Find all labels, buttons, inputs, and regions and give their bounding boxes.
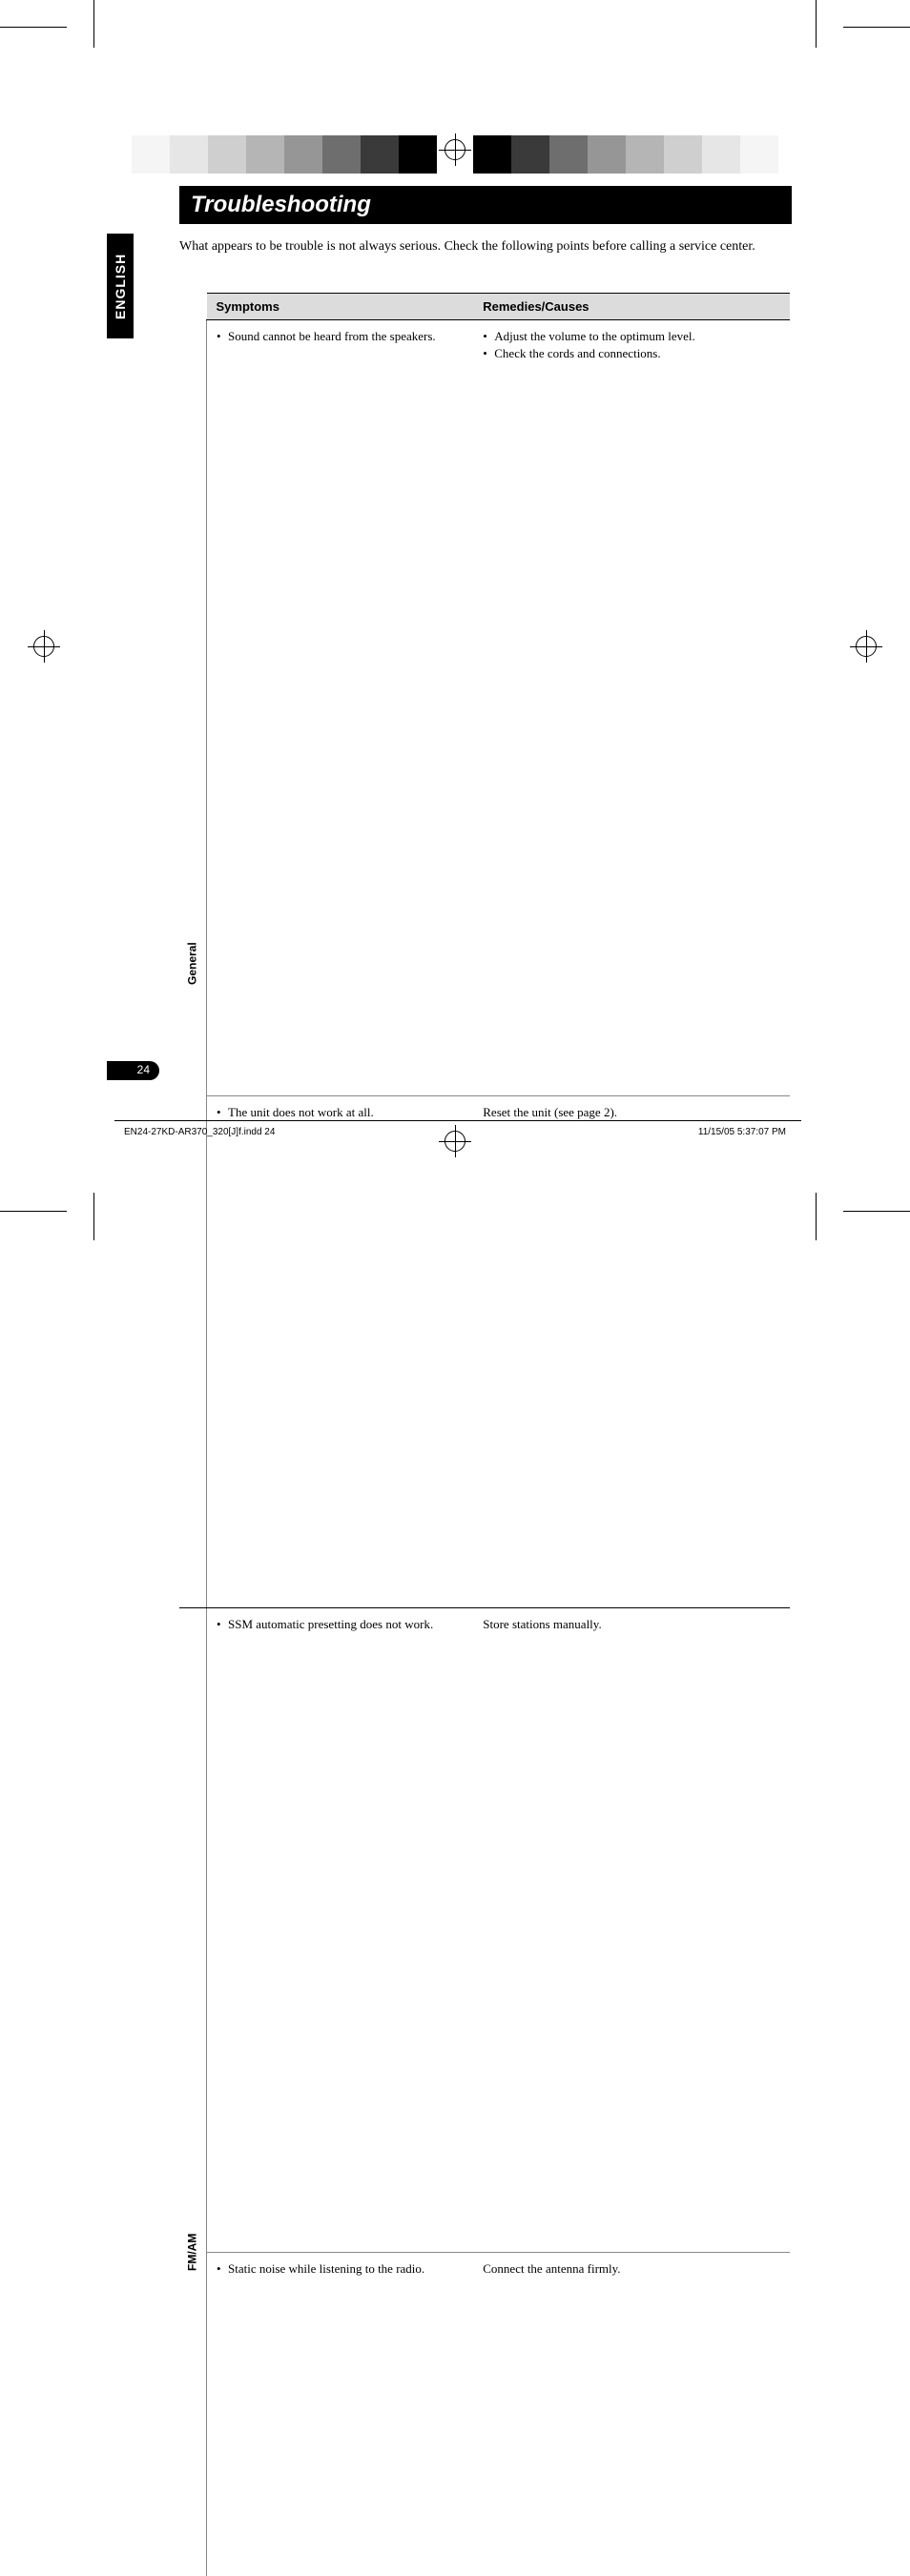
footer-timestamp: 11/15/05 5:37:07 PM <box>698 1127 786 1137</box>
symptom-item: SSM automatic presetting does not work. <box>217 1616 464 1633</box>
page-number-badge: 24 <box>107 1061 159 1080</box>
footer-divider <box>114 1120 801 1121</box>
color-swatch <box>549 135 588 174</box>
symptom-cell: SSM automatic presetting does not work. <box>207 1608 474 2253</box>
table-row: Static noise while listening to the radi… <box>179 2253 790 2576</box>
category-label: FM/AM <box>179 1608 206 2576</box>
crop-mark <box>93 1193 94 1240</box>
table-row: GeneralSound cannot be heard from the sp… <box>179 319 790 1096</box>
color-swatch <box>702 135 740 174</box>
color-swatch <box>132 135 170 174</box>
symptom-item: Sound cannot be heard from the speakers. <box>217 328 464 345</box>
registration-mark <box>445 139 465 160</box>
category-label: General <box>179 319 206 1607</box>
troubleshooting-table: Symptoms Remedies/Causes GeneralSound ca… <box>179 293 790 2576</box>
color-swatch <box>740 135 778 174</box>
color-swatch <box>246 135 284 174</box>
crop-mark <box>93 0 94 48</box>
color-swatch <box>361 135 399 174</box>
color-swatch <box>208 135 246 174</box>
crop-mark <box>843 27 910 28</box>
crop-mark <box>0 27 67 28</box>
page-content: Troubleshooting What appears to be troub… <box>124 186 792 2576</box>
remedy-cell: Adjust the volume to the optimum level.C… <box>473 319 790 1096</box>
color-swatch <box>664 135 702 174</box>
remedy-item: Adjust the volume to the optimum level. <box>483 328 780 345</box>
registration-mark <box>33 636 54 657</box>
color-swatch <box>473 135 511 174</box>
symptom-cell: The unit does not work at all. <box>207 1096 474 1608</box>
col-header-symptoms: Symptoms <box>207 293 474 319</box>
symptom-cell: Sound cannot be heard from the speakers. <box>207 319 474 1096</box>
page-number: 24 <box>137 1063 150 1076</box>
col-header-category <box>179 293 207 319</box>
page-title: Troubleshooting <box>179 186 792 224</box>
crop-mark <box>0 1211 67 1212</box>
color-swatch <box>588 135 626 174</box>
footer-filename: EN24-27KD-AR370_320[J]f.indd 24 <box>124 1127 275 1137</box>
remedy-item: Check the cords and connections. <box>483 345 780 362</box>
remedy-cell: Connect the antenna firmly. <box>473 2253 790 2576</box>
color-swatch <box>511 135 549 174</box>
symptom-item: Static noise while listening to the radi… <box>217 2260 464 2278</box>
color-swatch <box>626 135 664 174</box>
color-bar-left <box>132 135 437 174</box>
remedy-cell: Reset the unit (see page 2). <box>473 1096 790 1608</box>
color-swatch <box>399 135 437 174</box>
symptom-cell: Static noise while listening to the radi… <box>207 2253 474 2576</box>
registration-mark <box>856 636 877 657</box>
crop-mark <box>816 0 817 48</box>
color-swatch <box>322 135 361 174</box>
table-row: The unit does not work at all. Reset the … <box>179 1096 790 1608</box>
remedy-cell: Store stations manually. <box>473 1608 790 2253</box>
col-header-remedies: Remedies/Causes <box>473 293 790 319</box>
table-row: FM/AMSSM automatic presetting does not w… <box>179 1608 790 2253</box>
crop-mark <box>816 1193 817 1240</box>
symptom-item: The unit does not work at all. <box>217 1104 464 1121</box>
category-cell: General <box>179 319 207 1608</box>
color-swatch <box>284 135 322 174</box>
crop-mark <box>843 1211 910 1212</box>
color-bar-right <box>473 135 778 174</box>
category-cell: FM/AM <box>179 1608 207 2576</box>
color-swatch <box>170 135 208 174</box>
intro-text: What appears to be trouble is not always… <box>179 237 792 256</box>
